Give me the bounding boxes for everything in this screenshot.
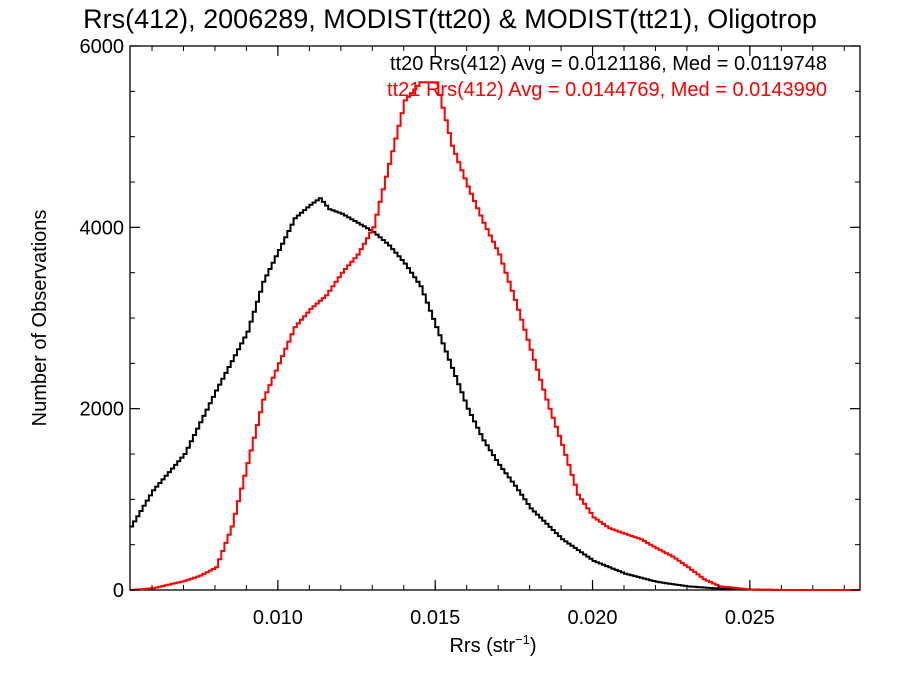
y-axis-title: Number of Observations xyxy=(29,210,51,427)
ticks-layer: 0.010 0.015 0.020 0.025 0 2000 4000 6000 xyxy=(80,36,860,629)
legend-entry-tt20: tt20 Rrs(412) Avg = 0.0121186, Med = 0.0… xyxy=(390,53,827,75)
chart-title: Rrs(412), 2006289, MODIST(tt20) & MODIST… xyxy=(83,4,817,34)
x-axis-title-main: Rrs (str xyxy=(449,635,515,657)
x-tick-label: 0.010 xyxy=(253,607,303,629)
x-axis-title-suffix: ) xyxy=(530,635,537,657)
plot-area-border xyxy=(129,45,861,591)
y-tick-label: 4000 xyxy=(80,217,125,239)
x-axis-title-superscript: −1 xyxy=(515,632,530,647)
x-tick-label: 0.020 xyxy=(568,607,618,629)
series-layer xyxy=(130,81,860,591)
x-tick-label: 0.015 xyxy=(410,607,460,629)
plot-frame xyxy=(129,45,861,591)
y-tick-label: 2000 xyxy=(80,399,125,421)
series-line-tt21 xyxy=(130,81,860,591)
y-tick-label: 0 xyxy=(113,580,124,602)
legend-entry-tt21: tt21 Rrs(412) Avg = 0.0144769, Med = 0.0… xyxy=(387,79,827,101)
x-tick-label: 0.025 xyxy=(725,607,775,629)
series-line-tt20 xyxy=(130,197,860,591)
x-axis-title: Rrs (str−1) xyxy=(449,632,536,657)
y-tick-label: 6000 xyxy=(80,36,125,58)
